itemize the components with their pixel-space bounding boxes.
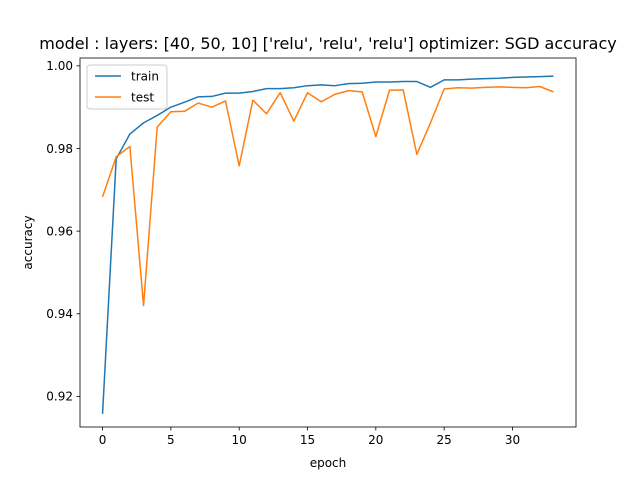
axes-frame	[79, 57, 577, 428]
x-tick-label: 10	[232, 433, 247, 447]
y-axis-ticks: 0.92 0.94 0.96 0.98 1.00	[46, 59, 80, 404]
y-tick-label: 0.96	[46, 224, 73, 238]
x-tick-label: 0	[99, 433, 107, 447]
y-tick-label: 1.00	[46, 59, 73, 73]
y-tick-label: 0.94	[46, 307, 73, 321]
legend: train test	[86, 64, 168, 110]
chart-title: model : layers: [40, 50, 10] ['relu', 'r…	[39, 34, 616, 53]
series-line-train	[101, 75, 554, 414]
series-line-test	[101, 85, 554, 307]
x-axis-label: epoch	[310, 456, 347, 470]
y-axis-label: accuracy	[21, 215, 35, 269]
x-axis-ticks: 0 5 10 15 20 25 30	[99, 427, 520, 447]
x-tick-label: 20	[368, 433, 383, 447]
legend-label-train: train	[131, 70, 159, 84]
y-tick-label: 0.92	[46, 390, 73, 404]
x-tick-label: 25	[437, 433, 452, 447]
series-layer	[101, 75, 554, 414]
x-tick-label: 5	[167, 433, 175, 447]
legend-label-test: test	[131, 91, 154, 105]
x-tick-label: 30	[505, 433, 520, 447]
y-tick-label: 0.98	[46, 142, 73, 156]
x-tick-label: 15	[300, 433, 315, 447]
